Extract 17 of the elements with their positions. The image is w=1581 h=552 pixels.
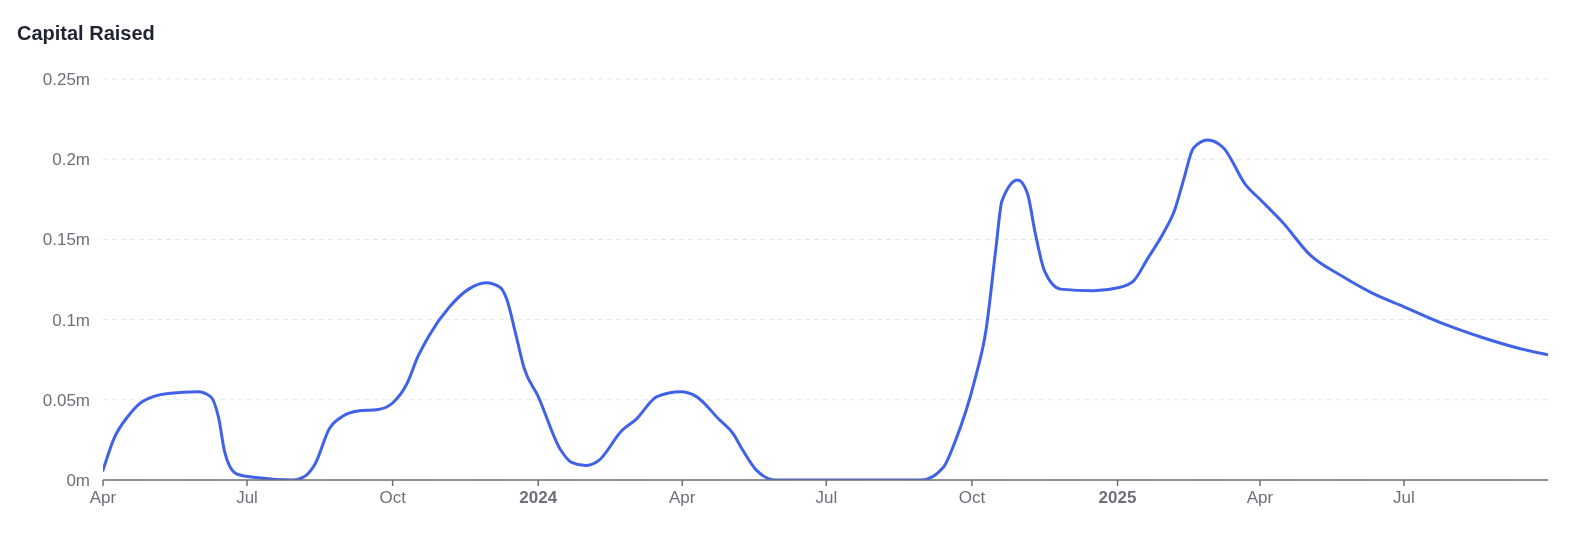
y-tick-label: 0.15m xyxy=(42,230,90,250)
x-tick-label: Oct xyxy=(379,488,407,508)
x-tick-label: Jul xyxy=(1393,488,1415,508)
x-tick-label: 2024 xyxy=(519,488,558,508)
x-tick-label: 2025 xyxy=(1098,488,1137,508)
y-tick-label: 0.1m xyxy=(52,310,90,330)
x-tick-label: Apr xyxy=(1246,488,1274,508)
x-tick-label: Oct xyxy=(958,488,986,508)
x-tick-label: Apr xyxy=(89,488,117,508)
x-tick-label: Jul xyxy=(236,488,258,508)
x-tick-label: Apr xyxy=(669,488,696,508)
chart-title: Capital Raised xyxy=(17,21,155,45)
y-tick-label: 0.25m xyxy=(42,70,90,90)
y-tick-label: 0.2m xyxy=(52,150,90,170)
x-tick-label: Jul xyxy=(815,488,838,508)
y-tick-label: 0m xyxy=(66,471,90,491)
y-tick-label: 0.05m xyxy=(42,390,90,410)
